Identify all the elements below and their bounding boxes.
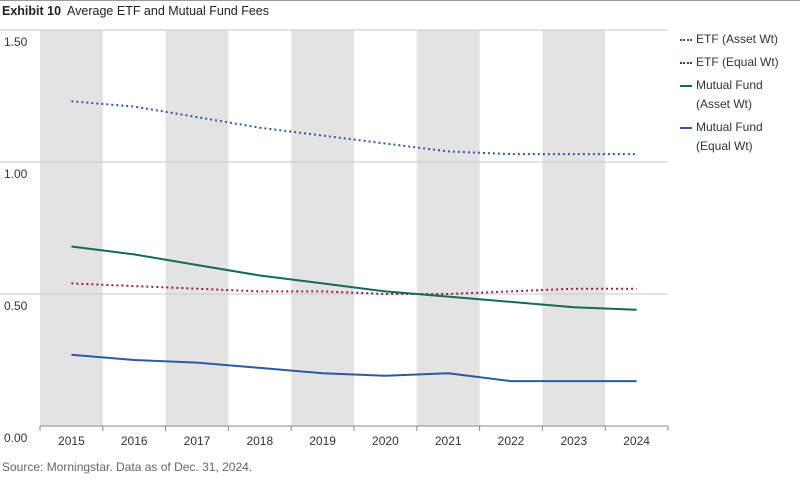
x-tick-label: 2015 [58, 434, 85, 448]
legend-label: Mutual Fund (Asset Wt) [696, 78, 763, 111]
legend-label: Mutual Fund (Equal Wt) [696, 120, 763, 153]
y-tick-label: 1.00 [4, 167, 28, 181]
title-text: Average ETF and Mutual Fund Fees [67, 4, 270, 18]
series-line-mutual-fund-equal-wt [71, 353, 637, 383]
series-lines [71, 100, 637, 383]
series-line-mutual-fund-asset-wt [71, 245, 637, 311]
year-band-2019 [291, 30, 354, 426]
legend-swatch [680, 62, 692, 64]
legend-label: ETF (Asset Wt) [696, 32, 778, 46]
x-tick-label: 2017 [184, 434, 211, 448]
year-band-2021 [416, 30, 480, 426]
y-tick-label: 1.50 [4, 35, 28, 49]
legend-item: ETF (Asset Wt) [680, 30, 798, 49]
y-tick-label: 0.50 [4, 299, 28, 313]
x-tick-label: 2018 [246, 434, 273, 448]
legend-swatch [680, 85, 692, 87]
year-band-2015 [40, 30, 103, 426]
y-tick-label: 0.00 [4, 431, 28, 445]
x-tick-label: 2020 [372, 434, 399, 448]
gridlines [0, 29, 668, 295]
source-note: Source: Morningstar. Data as of Dec. 31,… [2, 460, 253, 474]
x-tick-label: 2019 [309, 434, 336, 448]
x-tick-label: 2023 [560, 434, 587, 448]
year-bands [40, 30, 606, 426]
legend: ETF (Asset Wt) ETF (Equal Wt) Mutual Fund … [680, 30, 798, 160]
legend-item: Mutual Fund (Asset Wt) [680, 76, 798, 114]
chart-title: Exhibit 10 Average ETF and Mutual Fund Fe… [2, 4, 269, 18]
x-tick-label: 2024 [623, 434, 650, 448]
legend-label: ETF (Equal Wt) [696, 55, 779, 69]
exhibit-label: Exhibit 10 [2, 4, 62, 18]
x-tick-label: 2021 [435, 434, 462, 448]
x-tick-label: 2016 [121, 434, 148, 448]
axes: 0.00 0.50 1.00 1.50 2015 2016 2017 2018 2019 2020… [4, 35, 669, 448]
legend-item: ETF (Equal Wt) [680, 53, 798, 72]
series-line-etf-asset-wt [71, 100, 637, 156]
legend-item: Mutual Fund (Equal Wt) [680, 118, 798, 156]
top-rule [0, 0, 800, 1]
legend-swatch [680, 127, 692, 129]
series-line-etf-equal-wt [71, 282, 637, 295]
legend-swatch [680, 39, 692, 41]
x-tick-label: 2022 [498, 434, 525, 448]
year-band-2023 [542, 30, 606, 426]
year-band-2017 [165, 30, 229, 426]
